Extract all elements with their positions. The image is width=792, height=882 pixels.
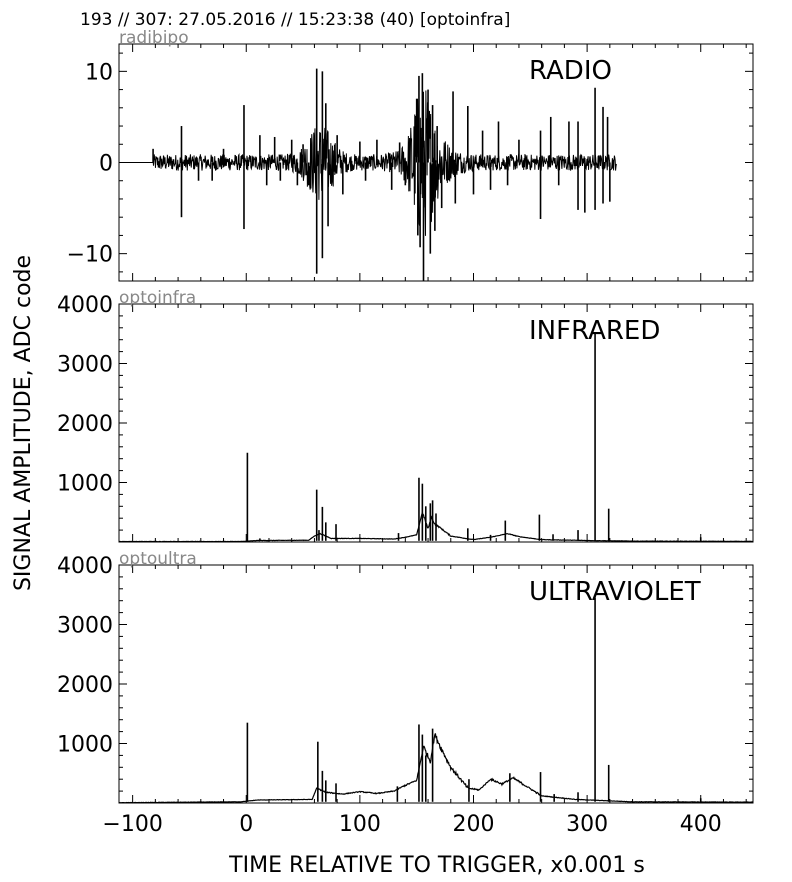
x-tick-label: 200 [452,812,494,837]
channel-label: radibipo [119,28,189,48]
panel-title: RADIO [529,56,612,86]
y-tick-label: 3000 [57,353,113,378]
signal-baseline-line [119,733,753,803]
y-axis-label: SIGNAL AMPLITUDE, ADC code [11,255,36,591]
x-tick-label: −100 [102,812,162,837]
plot-area [119,68,617,281]
y-tick-label: 1000 [57,472,113,497]
figure-header: 193 // 307: 27.05.2016 // 15:23:38 (40) … [80,10,510,30]
x-axis-label: TIME RELATIVE TO TRIGGER, x0.001 s [228,853,645,878]
y-tick-label: 10 [85,60,113,85]
y-tick-label: 0 [99,152,113,177]
y-tick-label: 4000 [57,554,113,579]
y-tick-label: 1000 [57,733,113,758]
panel-infrared: 1000 2000 3000 4000 optoinfra INFRARED [57,288,754,543]
panel-title: ULTRAVIOLET [529,577,701,607]
y-tick-label: 2000 [57,673,113,698]
y-tick-label: 4000 [57,293,113,318]
channel-label: optoultra [119,549,197,569]
plot-area [119,333,753,542]
y-tick-label: 2000 [57,412,113,437]
y-tick-label: −10 [67,243,113,268]
plot-area [119,597,753,803]
x-tick-label: 300 [566,812,608,837]
x-tick-label: 0 [239,812,253,837]
x-tick-label: 400 [680,812,722,837]
panel-radio: −10 0 10 radibipo RADIO [67,28,754,282]
radio-signal-line [119,90,617,236]
y-tick-label: 3000 [57,614,113,639]
x-tick-label: 100 [339,812,381,837]
channel-label: optoinfra [119,288,196,308]
panel-title: INFRARED [529,316,660,346]
